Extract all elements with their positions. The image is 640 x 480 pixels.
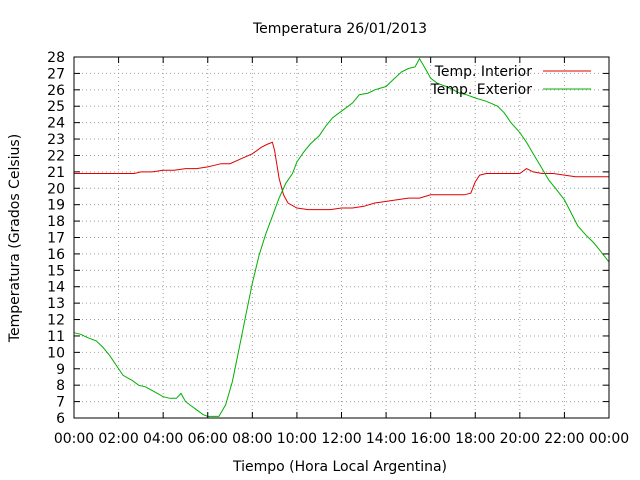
x-tick-label: 04:00 xyxy=(143,431,183,447)
y-tick-label: 16 xyxy=(47,247,65,263)
y-tick-label: 25 xyxy=(47,99,65,115)
y-tick-label: 27 xyxy=(47,66,65,82)
y-tick-label: 17 xyxy=(47,231,65,247)
x-tick-label: 12:00 xyxy=(321,431,361,447)
y-tick-label: 14 xyxy=(47,280,65,296)
x-tick-label: 22:00 xyxy=(544,431,584,447)
y-tick-label: 21 xyxy=(47,165,65,181)
y-tick-label: 24 xyxy=(47,116,65,132)
x-tick-label: 20:00 xyxy=(500,431,540,447)
y-tick-label: 6 xyxy=(56,411,65,427)
y-tick-labels: 6789101112131415161718192021222324252627… xyxy=(47,50,65,427)
y-tick-label: 10 xyxy=(47,345,65,361)
y-tick-label: 26 xyxy=(47,83,65,99)
x-tick-label: 06:00 xyxy=(188,431,228,447)
y-tick-label: 22 xyxy=(47,148,65,164)
y-tick-label: 18 xyxy=(47,214,65,230)
legend-label-exterior: Temp. Exterior xyxy=(430,82,533,98)
x-tick-label: 10:00 xyxy=(277,431,317,447)
y-tick-label: 20 xyxy=(47,181,65,197)
x-tick-label: 00:00 xyxy=(54,431,94,447)
series-line-interior xyxy=(74,141,609,211)
y-tick-label: 15 xyxy=(47,263,65,279)
x-axis-label: Tiempo (Hora Local Argentina) xyxy=(232,459,447,475)
plot-lines xyxy=(73,57,610,417)
y-tick-label: 11 xyxy=(47,329,65,345)
y-tick-label: 12 xyxy=(47,313,65,329)
y-tick-label: 7 xyxy=(56,395,65,411)
x-tick-label: 14:00 xyxy=(366,431,406,447)
y-axis-label: Temperatura (Grados Celsius) xyxy=(7,134,23,343)
y-tick-label: 23 xyxy=(47,132,65,148)
x-tick-labels: 00:00 02:00 04:00 06:00 08:00 10:00 12:00 14:00… xyxy=(54,431,629,447)
x-tick-label: 18:00 xyxy=(455,431,495,447)
series-line-exterior xyxy=(73,57,610,417)
y-tick-label: 28 xyxy=(47,50,65,66)
x-tick-label: 02:00 xyxy=(98,431,138,447)
x-tick-label: 08:00 xyxy=(232,431,272,447)
x-tick-label: 16:00 xyxy=(410,431,450,447)
y-tick-label: 9 xyxy=(56,362,65,378)
legend: Temp. Interior Temp. Exterior xyxy=(430,64,591,98)
grid-lines xyxy=(74,57,609,418)
y-tick-label: 13 xyxy=(47,296,65,312)
x-tick-label: 00:00 xyxy=(589,431,629,447)
y-tick-label: 19 xyxy=(47,198,65,214)
y-tick-label: 8 xyxy=(56,378,65,394)
legend-label-interior: Temp. Interior xyxy=(434,64,533,80)
tick-marks xyxy=(73,56,610,419)
chart-title: Temperatura 26/01/2013 xyxy=(252,21,427,37)
